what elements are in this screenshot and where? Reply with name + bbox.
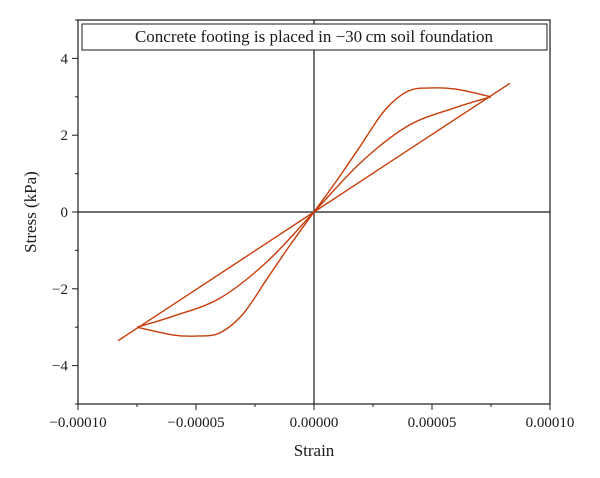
series-group (117, 82, 511, 342)
y-tick-label: 2 (61, 128, 69, 144)
y-tick-label: 0 (61, 205, 69, 221)
x-tick-label: 0.00010 (526, 415, 575, 431)
y-tick-label: −2 (52, 282, 68, 298)
x-tick-label: 0.00005 (408, 415, 457, 431)
chart-title-box: Concrete footing is placed in −30 cm soi… (81, 23, 548, 51)
y-axis-title: Stress (kPa) (21, 171, 40, 253)
y-tick-label: −4 (52, 359, 68, 375)
x-axis-title: Strain (294, 441, 335, 460)
x-tick-label: −0.00005 (167, 415, 224, 431)
chart-title: Concrete footing is placed in −30 cm soi… (135, 27, 494, 46)
x-tick-label: 0.00000 (290, 415, 339, 431)
y-tick-label: 4 (61, 51, 69, 67)
y-axis-ticks: −4 −2 0 2 4 (52, 19, 78, 405)
x-axis-ticks: −0.00010 −0.00005 0.00000 0.00005 0.00010 (49, 404, 574, 431)
x-tick-label: −0.00010 (49, 415, 106, 431)
series-line-3 (136, 87, 492, 337)
title-box-border (81, 23, 548, 51)
